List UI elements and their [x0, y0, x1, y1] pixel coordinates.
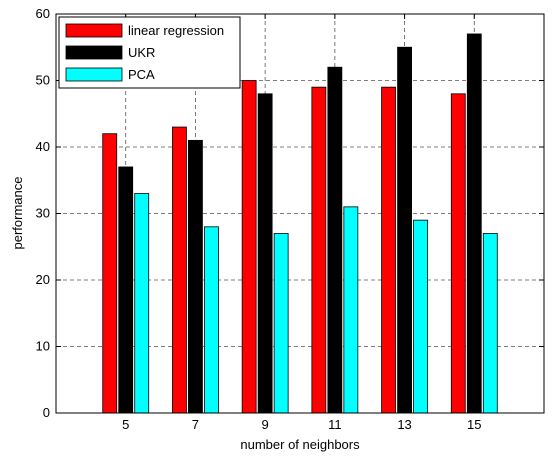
bar-ukr	[466, 33, 482, 414]
x-tick-label: 13	[397, 417, 411, 432]
y-tick-label: 60	[36, 6, 50, 21]
bar-linear-regression	[381, 86, 396, 414]
bar-pca	[204, 226, 219, 414]
bar-linear-regression	[172, 126, 187, 414]
bar-ukr	[397, 46, 412, 414]
legend: linear regression UKR PCA	[58, 16, 241, 89]
legend-swatch	[65, 45, 123, 60]
tick-labels: 0 10 20 30 40 50 60 5 7 9 11 13 15	[36, 6, 482, 432]
x-tick-label: 5	[122, 417, 129, 432]
y-tick-label: 10	[36, 339, 50, 354]
bar-pca	[413, 219, 428, 414]
y-tick-label: 0	[43, 405, 50, 420]
legend-label: PCA	[128, 67, 155, 82]
y-axis-label: performance	[10, 177, 25, 250]
bar-ukr	[188, 139, 203, 414]
bar-linear-regression	[241, 80, 257, 414]
bar-pca	[273, 233, 289, 414]
bars	[102, 33, 498, 414]
bar-linear-regression	[450, 93, 466, 414]
bar-ukr	[118, 166, 134, 414]
bar-pca	[134, 193, 150, 414]
y-tick-label: 50	[36, 73, 50, 88]
y-tick-label: 20	[36, 272, 50, 287]
bar-pca	[343, 206, 359, 414]
legend-swatch	[65, 23, 123, 38]
bar-ukr	[327, 66, 343, 414]
legend-label: UKR	[128, 45, 155, 60]
y-tick-label: 40	[36, 139, 50, 154]
bar-pca	[482, 233, 498, 414]
x-tick-label: 11	[328, 417, 342, 432]
legend-label: linear regression	[128, 23, 224, 38]
x-axis-label: number of neighbors	[240, 437, 360, 452]
x-tick-label: 9	[262, 417, 269, 432]
y-tick-label: 30	[36, 206, 50, 221]
bar-linear-regression	[102, 133, 118, 414]
legend-swatch	[65, 67, 123, 82]
bar-ukr	[257, 93, 273, 414]
bar-linear-regression	[311, 86, 327, 414]
x-tick-label: 15	[467, 417, 481, 432]
x-tick-label: 7	[192, 417, 199, 432]
